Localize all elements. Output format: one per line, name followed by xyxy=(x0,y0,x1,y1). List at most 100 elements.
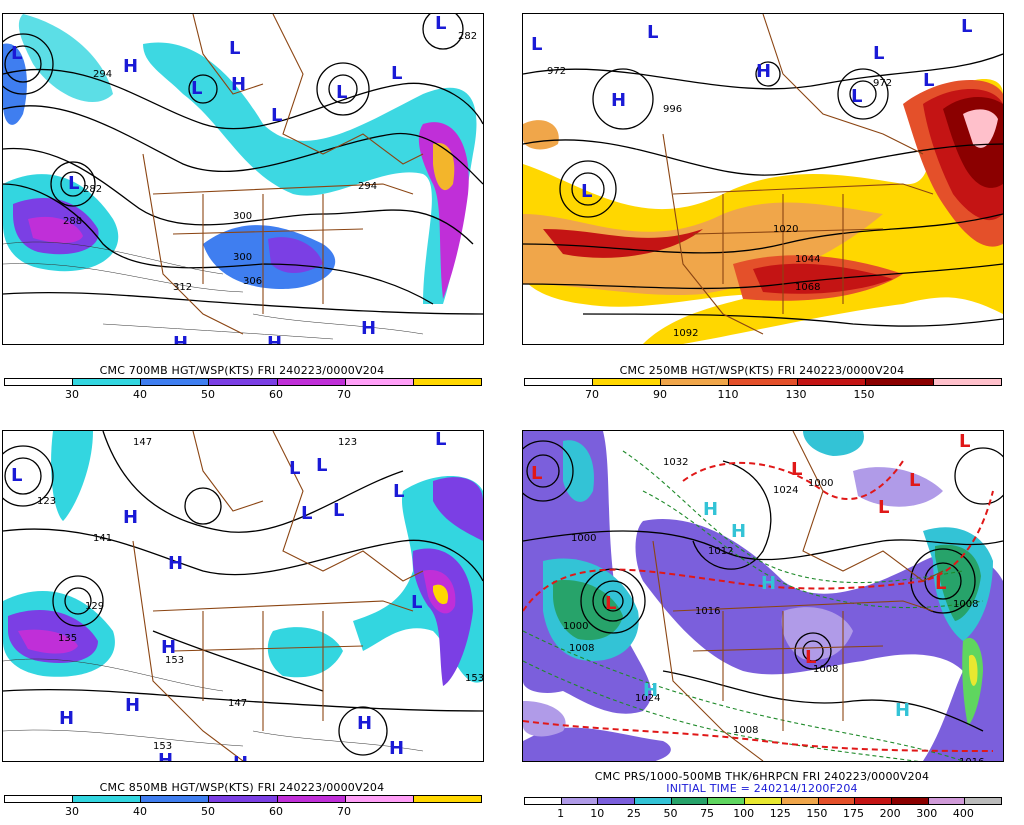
low-marker: L xyxy=(229,38,240,59)
contour-label: 1020 xyxy=(773,224,798,235)
low-marker: L xyxy=(805,647,816,668)
contour-labels: 147 123 141 129 135 153 147 153 153 123 xyxy=(37,437,483,752)
legend-color-bar xyxy=(524,378,1002,386)
low-marker: L xyxy=(909,470,920,491)
legend-swatch xyxy=(855,798,892,804)
legend-tick-label: 50 xyxy=(201,805,215,818)
low-marker: L xyxy=(647,22,658,43)
panel-caption-850mb: CMC 850MB HGT/WSP(KTS) FRI 240223/0000V2… xyxy=(99,781,385,794)
high-marker: H xyxy=(357,713,372,734)
map-panel-prs-thk-pcn: 1032 1000 1024 1016 1008 1012 1000 1008 … xyxy=(522,430,1004,762)
legend-tick-label: 25 xyxy=(626,807,641,820)
legend-tick-label: 110 xyxy=(717,388,739,401)
high-marker: H xyxy=(231,74,246,95)
high-marker: H xyxy=(845,431,860,451)
legend-swatch xyxy=(708,798,746,804)
map-panel-250mb: 972 996 972 1020 1044 1068 1092 L L L H … xyxy=(522,13,1004,345)
legend-color-bar xyxy=(4,378,482,386)
legend-swatch xyxy=(593,379,662,385)
low-marker: L xyxy=(581,181,592,202)
legend-swatch xyxy=(277,796,346,802)
legend-swatch xyxy=(661,379,730,385)
contour-label: 1092 xyxy=(673,328,698,339)
legend-tick-label: 30 xyxy=(65,388,79,401)
legend-tick-label: 150 xyxy=(806,807,828,820)
high-marker: H xyxy=(756,61,771,82)
legend-swatch xyxy=(413,379,481,385)
low-marker: L xyxy=(271,105,282,126)
pressure-markers: L H H H L L L L L L H H H H H H L xyxy=(11,431,446,762)
map-700mb-graphic: 294 282 288 300 306 312 300 294 282 L L … xyxy=(3,14,483,344)
contour-label: 972 xyxy=(547,66,566,77)
high-marker: H xyxy=(643,680,658,701)
contour-label: 1044 xyxy=(795,254,820,265)
legend-swatch xyxy=(933,379,1001,385)
panel-caption-700mb: CMC 700MB HGT/WSP(KTS) FRI 240223/0000V2… xyxy=(99,364,385,377)
low-marker: L xyxy=(605,593,616,614)
contour-label: 1032 xyxy=(663,457,688,468)
legend-tick-label: 50 xyxy=(663,807,678,820)
contour-label: 135 xyxy=(58,633,77,644)
legend-swatch xyxy=(73,796,142,802)
legend-tick-label: 200 xyxy=(879,807,901,820)
pressure-markers: L L H H H L L L L H H H L L xyxy=(531,431,970,721)
contour-labels: 972 996 972 1020 1044 1068 1092 xyxy=(547,66,892,339)
low-marker: L xyxy=(923,70,934,91)
low-marker: L xyxy=(11,465,22,486)
legend-tick-label: 100 xyxy=(733,807,755,820)
high-marker: H xyxy=(703,499,718,520)
legend-swatch xyxy=(891,798,929,804)
contour-label: 1008 xyxy=(953,599,978,610)
contour-label: 153 xyxy=(165,655,184,666)
legend-swatch xyxy=(73,379,142,385)
contour-label: 1000 xyxy=(808,478,833,489)
legend-tick-label: 125 xyxy=(769,807,791,820)
pressure-markers: L L H H L L L L L L H H H xyxy=(11,14,446,344)
high-marker: H xyxy=(123,56,138,77)
low-marker: L xyxy=(791,459,802,480)
legend-swatch xyxy=(797,379,866,385)
low-marker: L xyxy=(435,431,446,450)
map-panel-700mb: 294 282 288 300 306 312 300 294 282 L L … xyxy=(2,13,484,345)
contour-label: 300 xyxy=(233,211,252,222)
contour-label: 1068 xyxy=(795,282,820,293)
legend-tick-label: 10 xyxy=(590,807,605,820)
legend-250mb: 70 90 110 130 150 xyxy=(524,378,1002,406)
legend-tick-label: 130 xyxy=(785,388,807,401)
contour-label: 288 xyxy=(63,216,82,227)
contour-label: 153 xyxy=(153,741,172,752)
panel-caption-250mb: CMC 250MB HGT/WSP(KTS) FRI 240223/0000V2… xyxy=(619,364,905,377)
legend-color-bar xyxy=(4,795,482,803)
contour-label: 129 xyxy=(85,601,104,612)
low-marker: L xyxy=(531,34,542,55)
high-marker: H xyxy=(895,700,910,721)
contour-label: 282 xyxy=(83,184,102,195)
contour-label: 1016 xyxy=(959,757,984,762)
low-marker: L xyxy=(391,63,402,84)
legend-swatch xyxy=(729,379,798,385)
contour-label: 996 xyxy=(663,104,682,115)
high-marker: H xyxy=(158,750,173,762)
legend-tick-label: 60 xyxy=(269,388,283,401)
contour-label: 294 xyxy=(93,69,112,80)
low-marker: L xyxy=(333,500,344,521)
legend-tick-label: 300 xyxy=(916,807,938,820)
contour-label: 1024 xyxy=(635,693,660,704)
low-marker: L xyxy=(336,82,347,103)
legend-color-bar xyxy=(524,797,1002,805)
legend-swatch xyxy=(525,798,562,804)
legend-tick-label: 400 xyxy=(952,807,974,820)
contour-label: 123 xyxy=(37,496,56,507)
legend-swatch xyxy=(277,379,346,385)
map-prs-graphic: 1032 1000 1024 1016 1008 1012 1000 1008 … xyxy=(523,431,1003,762)
legend-swatch xyxy=(209,796,278,802)
low-marker: L xyxy=(316,455,327,476)
high-marker: H xyxy=(761,573,776,594)
low-marker: L xyxy=(435,14,446,34)
legend-tick-label: 75 xyxy=(700,807,715,820)
legend-swatch xyxy=(5,796,74,802)
low-marker: L xyxy=(289,458,300,479)
legend-swatch xyxy=(818,798,856,804)
legend-tick-label: 30 xyxy=(65,805,79,818)
contour-label: 282 xyxy=(458,31,477,42)
